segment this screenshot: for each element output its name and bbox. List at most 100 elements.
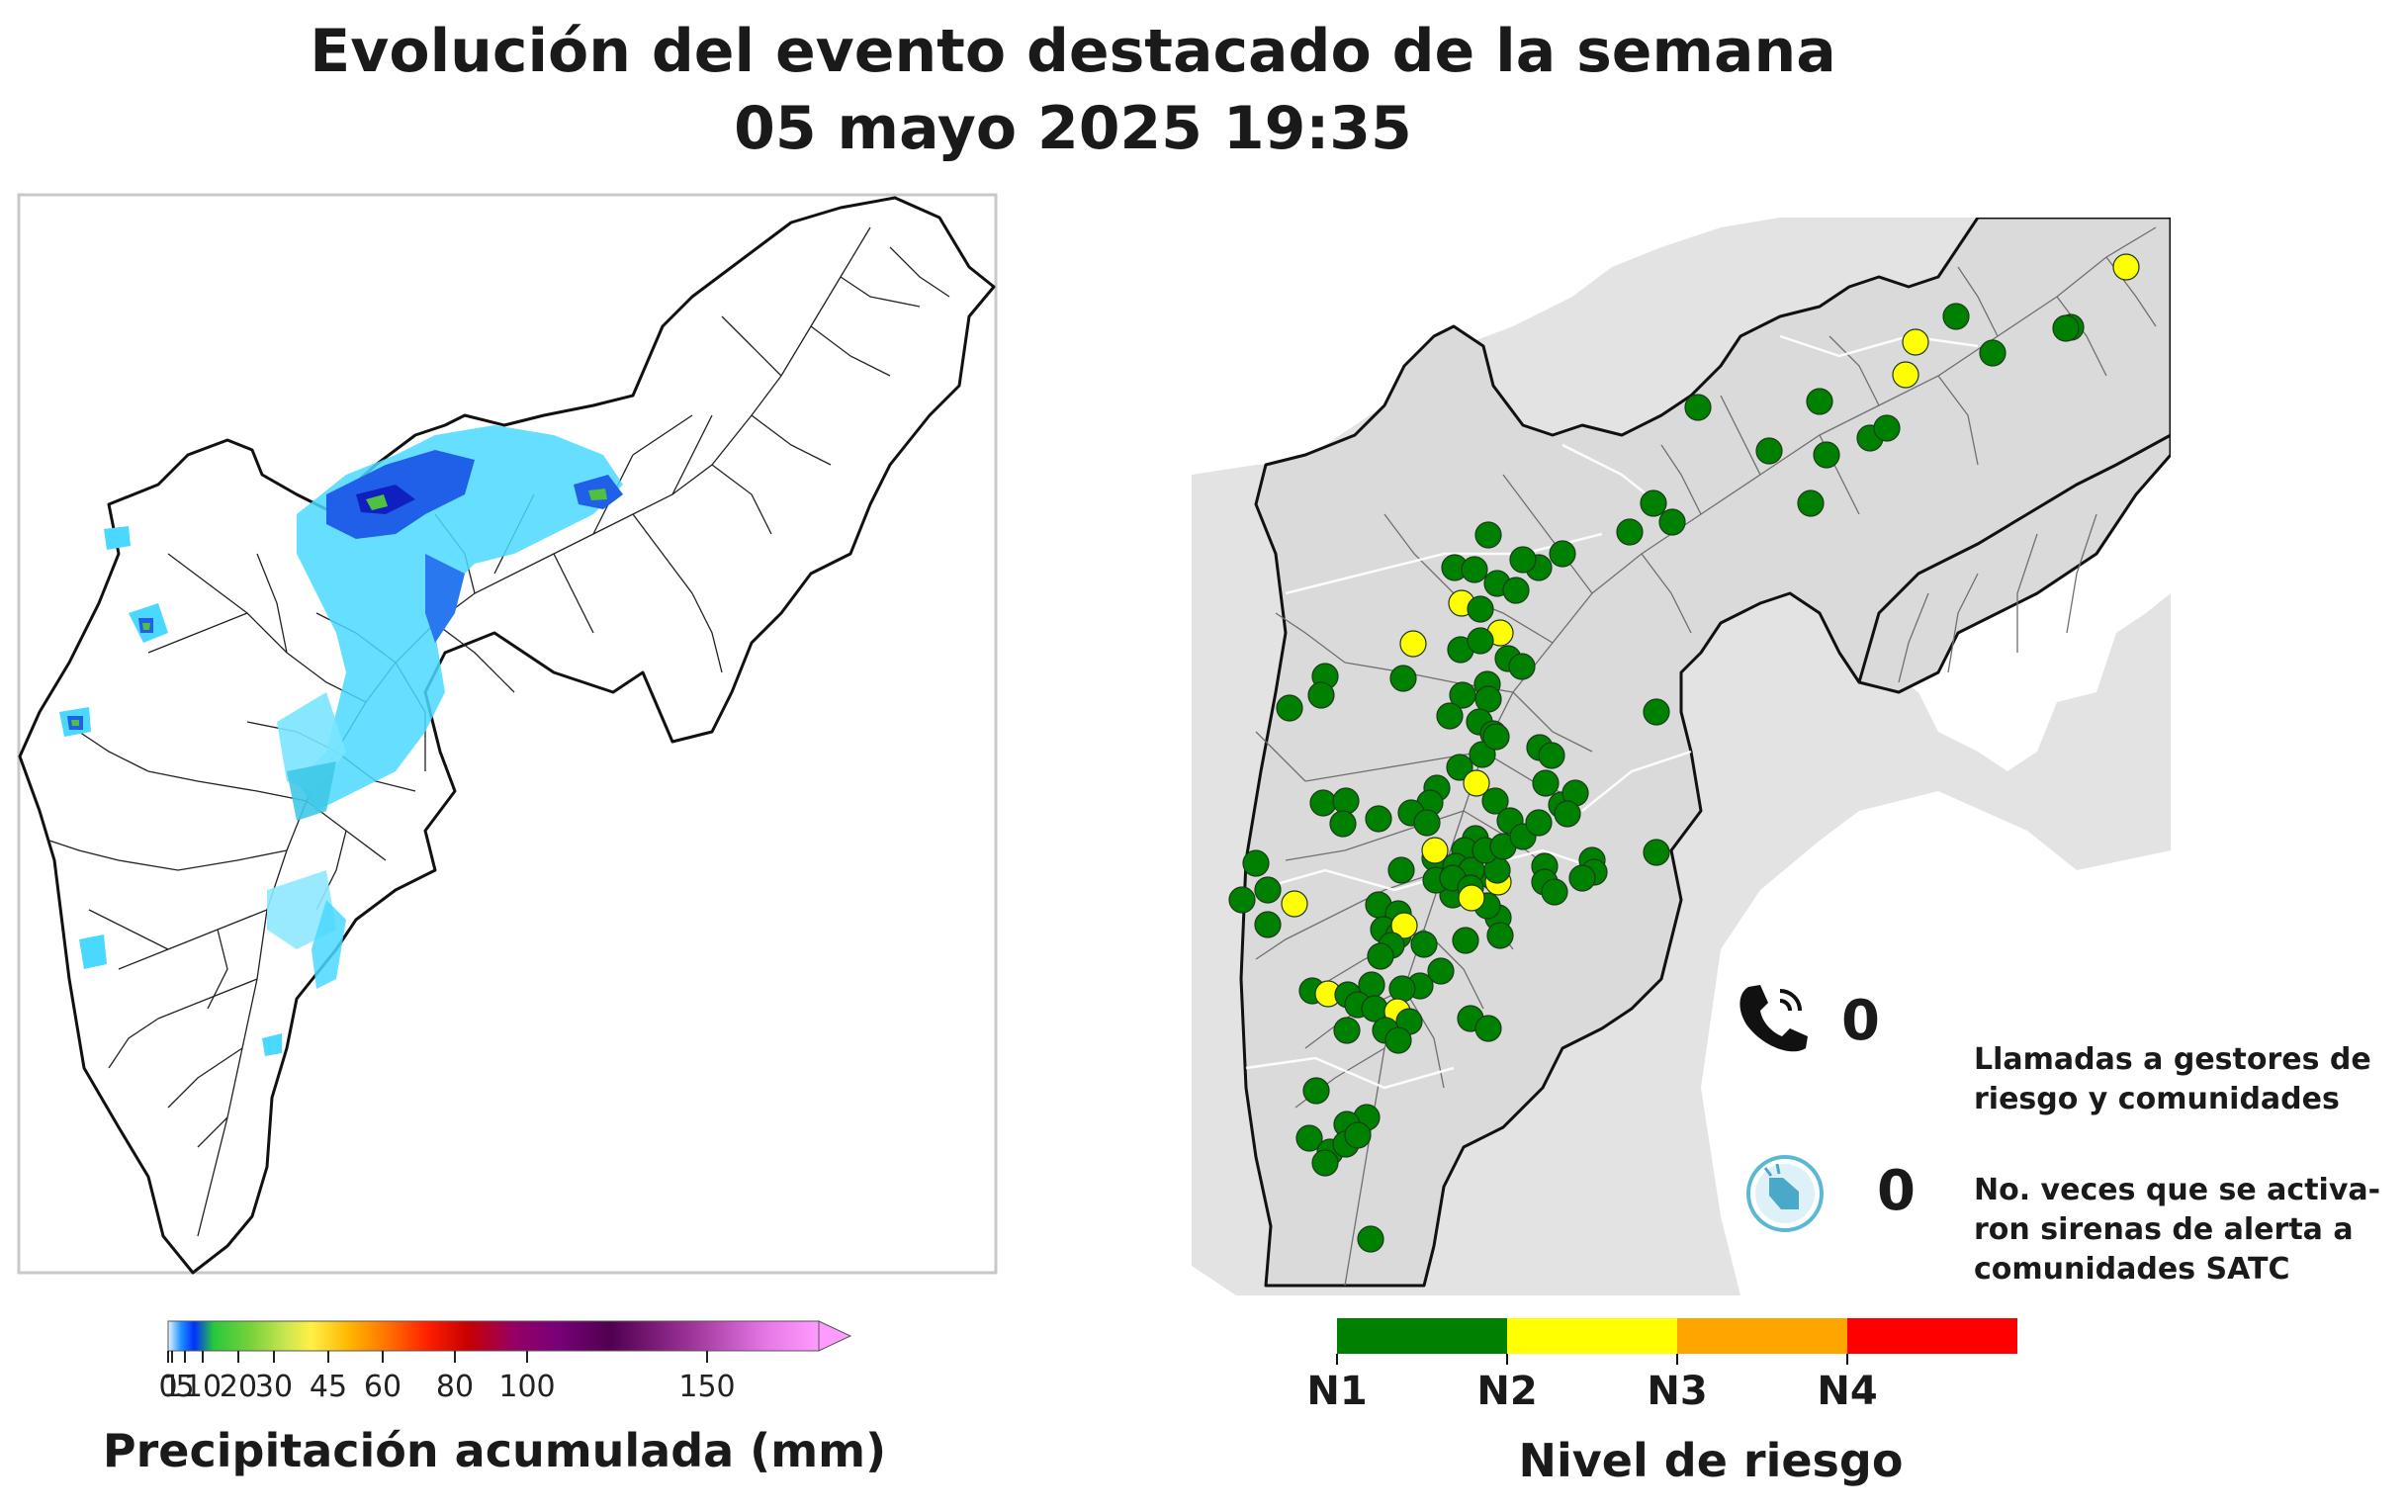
risk-level-n3-label: N3 [1647,1369,1708,1414]
station-marker-n1 [1509,546,1537,574]
station-marker-n1 [1254,911,1282,938]
page-title: Evolución del evento destacado de la sem… [310,17,1836,86]
station-marker-n1 [1481,787,1509,815]
precip-basin [18,196,996,1275]
calls-description: Llamadas a gestores de riesgo y comunida… [1974,1040,2371,1119]
station-marker-n1 [1427,957,1455,985]
station-marker-n1 [1295,1124,1323,1152]
page-subtitle-date: 05 mayo 2025 19:35 [734,94,1412,163]
station-marker-n2 [1902,328,1929,356]
station-marker-n1 [1365,805,1392,833]
station-marker-n1 [1467,595,1494,623]
precip-colorbar-label: Precipitación acumulada (mm) [102,1424,887,1477]
station-marker-n1 [1806,388,1833,415]
colorbar-tick-label: 60 [364,1370,401,1404]
station-marker-n1 [1309,789,1337,817]
station-marker-n2 [1399,630,1427,658]
phone-icon [1739,985,1808,1052]
station-marker-n1 [1942,303,1970,330]
risk-stations [1228,253,2140,1253]
risk-level-n1-label: N1 [1306,1369,1368,1414]
station-marker-n1 [1616,518,1644,546]
station-marker-n1 [2052,314,2080,342]
sirens-text-line: No. veces que se activa- [1974,1173,2381,1207]
station-marker-n1 [1684,394,1712,421]
station-marker-n1 [1813,441,1840,469]
station-marker-n1 [1276,694,1303,722]
risk-legend-label: Nivel de riesgo [1518,1434,1904,1487]
station-marker-n1 [1554,800,1581,828]
station-marker-n1 [1367,942,1394,970]
station-marker-n2 [1390,912,1418,939]
station-marker-n1 [1332,787,1360,815]
station-marker-n1 [1474,1015,1502,1042]
colorbar-tick-label: 0 [158,1370,177,1404]
calls-count: 0 [1841,989,1880,1053]
siren-icon [1746,1155,1824,1232]
station-marker-n2 [1421,837,1449,864]
station-marker-n1 [1461,556,1488,583]
colorbar-tick-label: 10 [184,1370,222,1404]
sirens-text-line: ron sirenas de alerta a [1974,1212,2354,1247]
colorbar-tick-label: 100 [498,1370,555,1404]
calls-text-line: riesgo y comunidades [1974,1082,2340,1116]
station-marker-n1 [1474,685,1502,713]
station-marker-n1 [1538,742,1565,769]
station-marker-n1 [1797,489,1825,517]
station-marker-n1 [1410,931,1438,958]
station-marker-n2 [1463,769,1490,797]
station-marker-n1 [1502,577,1530,604]
station-marker-n1 [1384,1026,1412,1054]
station-marker-n1 [1508,653,1536,680]
colorbar-tick-label: 80 [436,1370,474,1404]
station-marker-n1 [1357,1225,1384,1253]
station-marker-n1 [1302,1077,1330,1105]
sirens-count: 0 [1877,1159,1916,1223]
station-marker-n1 [1311,1149,1339,1177]
station-marker-n1 [1387,856,1415,884]
precip-colorbar [167,1320,852,1352]
station-marker-n2 [1281,890,1308,918]
colorbar-tick-label: 1 [162,1370,181,1404]
station-marker-n1 [1873,414,1901,442]
station-marker-n1 [1643,839,1670,866]
station-marker-n1 [1344,1121,1372,1149]
station-marker-n1 [1452,927,1479,954]
sirens-description: No. veces que se activa- ron sirenas de … [1974,1171,2380,1290]
colorbar-tick-label: 45 [310,1370,347,1404]
colorbar-tick-label: 5 [175,1370,194,1404]
station-marker-n1 [1640,489,1667,517]
station-marker-n1 [1254,876,1282,904]
station-marker-n1 [1482,723,1510,751]
station-marker-n1 [1755,437,1783,465]
station-marker-n1 [1549,540,1576,568]
station-marker-n1 [1541,878,1568,906]
risk-level-n4-label: N4 [1817,1369,1878,1414]
precip-rain-field [59,425,623,1056]
station-marker-n1 [1469,741,1496,768]
station-marker-n1 [1413,809,1441,837]
station-marker-n1 [1449,681,1476,709]
station-marker-n1 [1389,665,1417,692]
station-marker-n1 [1228,886,1256,914]
station-marker-n1 [1643,698,1670,726]
station-marker-n1 [1329,810,1357,838]
station-marker-n1 [1436,702,1464,730]
station-marker-n1 [1474,521,1502,549]
risk-level-n2-label: N2 [1476,1369,1538,1414]
station-marker-n1 [1532,769,1560,797]
station-marker-n1 [1388,975,1416,1003]
station-marker-n1 [1525,809,1553,837]
station-marker-n1 [1307,681,1335,709]
station-marker-n1 [1333,1017,1361,1044]
station-marker-n2 [1458,884,1485,912]
station-marker-n1 [1568,864,1596,892]
risk-legend [1336,1318,2017,1365]
colorbar-tick-label: 150 [678,1370,735,1404]
station-marker-n1 [1467,627,1494,655]
station-marker-n1 [1486,922,1514,949]
sirens-text-line: comunidades SATC [1974,1252,2290,1287]
station-marker-n1 [1658,508,1686,536]
